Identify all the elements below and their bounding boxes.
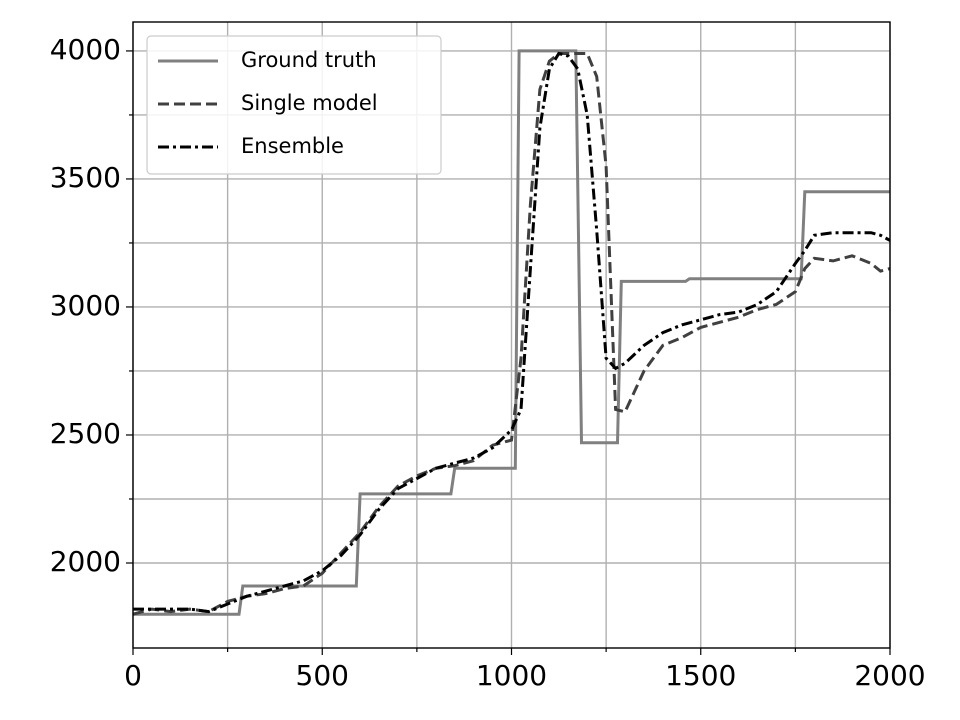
legend-label: Ground truth [241, 48, 377, 72]
y-tick-label: 2000 [50, 545, 121, 578]
plot-frame [132, 21, 891, 649]
legend-label: Single model [241, 91, 378, 115]
y-tick-label: 2500 [50, 417, 121, 450]
x-tick-label: 1500 [665, 659, 736, 692]
legend: Ground truth Single model Ensemble [146, 35, 442, 175]
x-tick-label: 0 [124, 659, 142, 692]
legend-box [146, 35, 442, 175]
series-line [133, 51, 890, 614]
x-tick-label: 1000 [476, 659, 547, 692]
y-tick-label: 3000 [50, 289, 121, 322]
series-line [133, 52, 890, 616]
legend-label: Ensemble [241, 134, 344, 158]
x-tick-label: 500 [296, 659, 349, 692]
y-tick-label: 4000 [50, 33, 121, 66]
x-tick-label: 2000 [854, 659, 925, 692]
series-line [133, 49, 890, 616]
y-tick-label: 3500 [50, 161, 121, 194]
